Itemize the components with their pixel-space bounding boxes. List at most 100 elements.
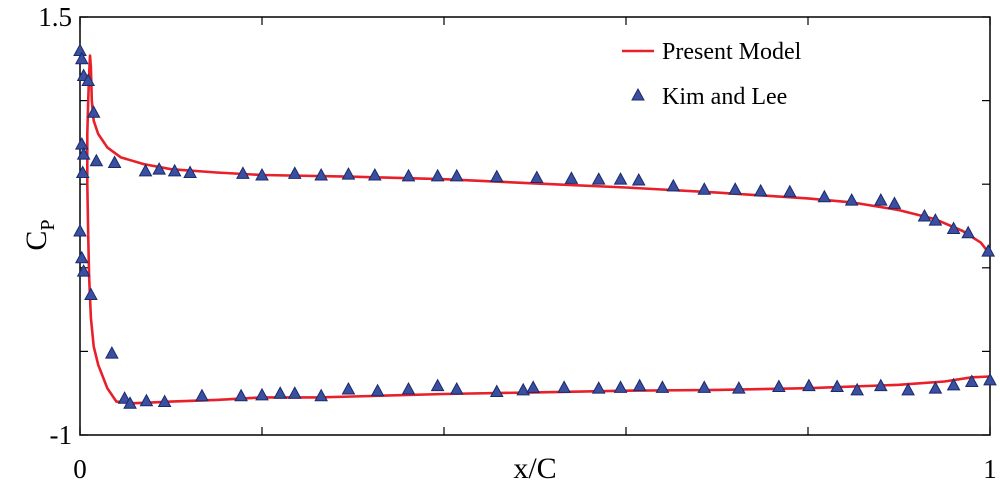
kim-lee-point-60 <box>401 381 416 395</box>
kim-lee-point-63 <box>489 384 504 398</box>
kim-lee-point-10 <box>138 163 153 177</box>
kim-lee-point-35 <box>844 193 859 206</box>
x-tick-label-1: 1 <box>983 454 997 484</box>
axis-ticks <box>79 16 991 436</box>
kim-lee-point-46 <box>84 287 98 301</box>
kim-lee-point-23 <box>489 169 504 183</box>
kim-lee-point-61 <box>430 378 445 392</box>
kim-lee-point-27 <box>613 172 628 185</box>
legend-label-present-model: Present Model <box>662 39 802 65</box>
kim-lee-point-54 <box>255 387 269 401</box>
kim-lee-point-40 <box>946 221 961 235</box>
axis-tick-labels: 0 1 1.5 -1 <box>38 2 997 484</box>
kim-lee-point-75 <box>830 379 844 393</box>
kim-lee-point-70 <box>655 380 670 393</box>
kim-lee-point-69 <box>632 378 647 392</box>
kim-lee-point-73 <box>772 379 786 393</box>
legend: Present Model Kim and Lee <box>622 39 802 110</box>
kim-lee-point-34 <box>817 189 832 203</box>
kim-lee-point-81 <box>964 374 979 387</box>
kim-lee-point-17 <box>314 167 328 181</box>
kim-lee-point-5 <box>74 137 89 150</box>
y-axis-title: CP <box>20 219 59 250</box>
kim-lee-point-1 <box>74 51 89 65</box>
kim-lee-point-26 <box>591 172 606 185</box>
kim-lee-point-53 <box>234 388 248 402</box>
kim-lee-point-62 <box>449 381 464 395</box>
kim-lee-point-48 <box>117 391 132 404</box>
kim-lee-point-51 <box>157 394 172 408</box>
kim-lee-point-66 <box>557 380 571 393</box>
y-tick-label-0: 1.5 <box>38 2 72 32</box>
kim-lee-point-71 <box>697 380 712 393</box>
kim-lee-point-4 <box>86 105 101 118</box>
kim-lee-point-37 <box>887 196 902 209</box>
kim-lee-point-50 <box>139 393 154 407</box>
kim-lee-point-72 <box>731 381 746 394</box>
kim-lee-point-25 <box>564 171 579 184</box>
kim-lee-point-24 <box>529 170 544 184</box>
kim-lee-point-22 <box>449 168 464 182</box>
kim-lee-point-33 <box>782 184 797 198</box>
kim-lee-point-39 <box>928 213 943 226</box>
kim-lee-point-58 <box>341 381 356 395</box>
kim-lee-point-76 <box>850 382 864 396</box>
plot-frame <box>79 16 991 436</box>
kim-lee-point-9 <box>107 155 122 168</box>
kim-lee-point-28 <box>631 172 646 186</box>
kim-lee-point-8 <box>89 153 104 167</box>
kim-lee-point-14 <box>236 166 250 179</box>
kim-lee-point-77 <box>873 378 888 392</box>
legend-label-kim-and-lee: Kim and Lee <box>662 84 787 110</box>
kim-lee-point-29 <box>666 178 681 192</box>
x-axis-title: x/C <box>513 452 556 485</box>
present-model-curve-1 <box>86 234 991 405</box>
kim-lee-point-59 <box>370 383 385 397</box>
kim-lee-point-45 <box>76 264 91 277</box>
kim-lee-point-13 <box>183 165 197 178</box>
kim-lee-point-67 <box>591 381 606 394</box>
y-axis-title-main: C <box>20 231 53 251</box>
kim-lee-point-7 <box>75 165 90 178</box>
kim-lee-point-43 <box>73 223 87 237</box>
y-tick-label-1: -1 <box>50 420 73 450</box>
y-axis-title-subscript: P <box>37 219 59 230</box>
kim-lee-point-74 <box>802 378 816 392</box>
kim-lee-point-49 <box>123 396 137 409</box>
kim-lee-point-3 <box>81 73 96 87</box>
kim-lee-point-68 <box>613 380 628 393</box>
kim-lee-point-21 <box>430 168 445 182</box>
kim-lee-point-20 <box>401 168 416 182</box>
kim-lee-point-47 <box>105 346 119 359</box>
kim-lee-point-36 <box>873 193 888 206</box>
kim-lee-point-55 <box>273 386 288 399</box>
present-model-curve-0 <box>86 54 992 256</box>
kim-lee-point-32 <box>753 183 768 197</box>
kim-lee-point-38 <box>917 208 932 222</box>
kim-lee-point-80 <box>946 377 961 391</box>
kim-lee-point-41 <box>961 225 976 239</box>
kim-lee-point-12 <box>167 163 182 177</box>
kim-lee-point-18 <box>341 167 356 180</box>
kim-lee-point-82 <box>983 372 997 386</box>
kim-lee-point-78 <box>901 382 915 396</box>
svg-text:CP: CP <box>20 219 59 250</box>
x-tick-label-0: 0 <box>73 454 87 484</box>
kim-lee-point-0 <box>73 43 87 56</box>
series-layer <box>73 43 997 409</box>
kim-lee-point-65 <box>526 380 541 393</box>
kim-lee-point-31 <box>728 182 743 195</box>
kim-lee-point-19 <box>367 167 382 181</box>
kim-lee-point-11 <box>152 162 167 175</box>
kim-lee-point-44 <box>74 250 89 264</box>
kim-lee-point-16 <box>287 166 302 179</box>
kim-lee-point-57 <box>314 388 328 402</box>
kim-lee-point-42 <box>981 244 996 257</box>
kim-lee-point-64 <box>516 382 531 396</box>
kim-lee-point-6 <box>76 147 91 160</box>
legend-marker-swatch <box>631 87 645 101</box>
kim-lee-point-79 <box>928 381 943 394</box>
kim-lee-point-56 <box>287 386 302 399</box>
kim-lee-point-15 <box>255 167 269 181</box>
